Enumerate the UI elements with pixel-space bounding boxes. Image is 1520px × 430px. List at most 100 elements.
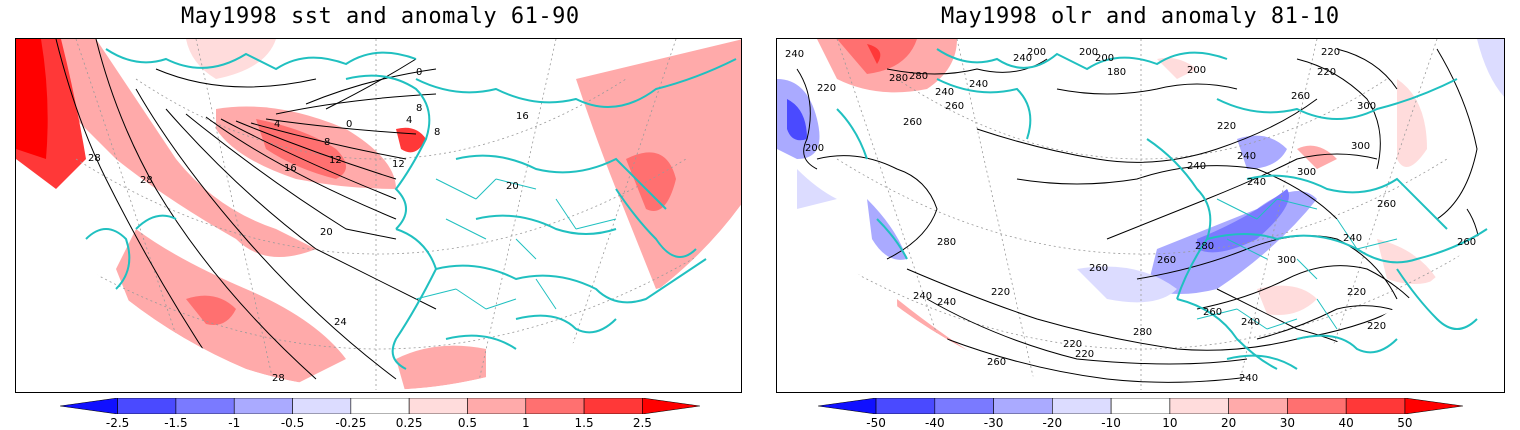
colorbar-tick-label: 1	[521, 416, 530, 430]
colorbar-end-low	[818, 398, 877, 414]
svg-text:220: 220	[817, 83, 836, 94]
svg-text:12: 12	[392, 159, 405, 170]
svg-text:220: 220	[1075, 349, 1094, 360]
colorbar-end-high	[642, 398, 700, 414]
olr-anomaly-map: 240 220 200 200 200 200 180 280 280 240 …	[776, 38, 1505, 393]
colorbar-tick-label: 2.5	[632, 416, 652, 430]
svg-text:260: 260	[903, 117, 922, 128]
svg-text:260: 260	[945, 101, 964, 112]
svg-text:4: 4	[406, 115, 412, 126]
svg-text:220: 220	[1347, 287, 1366, 298]
colorbar-tick-label: 20	[1221, 416, 1237, 430]
svg-text:200: 200	[1027, 47, 1046, 58]
svg-text:240: 240	[1013, 53, 1032, 64]
svg-text:240: 240	[969, 79, 988, 90]
svg-text:28: 28	[140, 175, 153, 186]
colorbar-segment	[1110, 398, 1171, 414]
olr-map-svg: 240 220 200 200 200 200 180 280 280 240 …	[777, 39, 1504, 392]
colorbar-segment	[583, 398, 643, 414]
sst-colorbar	[60, 398, 700, 414]
colorbar-tick-label: 1.5	[574, 416, 594, 430]
svg-text:16: 16	[284, 163, 297, 174]
coastlines	[85, 48, 737, 370]
svg-text:240: 240	[935, 87, 954, 98]
svg-text:240: 240	[1241, 317, 1260, 328]
colorbar-segment	[993, 398, 1053, 414]
sst-map-svg: 0 0 4 4 8 8 8 12 12 16 16 20 20 24 28 28…	[16, 39, 741, 392]
colorbar-segment	[408, 398, 468, 414]
svg-text:220: 220	[1321, 47, 1340, 58]
svg-text:200: 200	[1095, 53, 1114, 64]
coastlines-right	[836, 48, 1488, 370]
svg-text:4: 4	[274, 119, 280, 130]
svg-text:300: 300	[1297, 167, 1316, 178]
svg-text:240: 240	[1343, 233, 1362, 244]
svg-text:300: 300	[1357, 101, 1376, 112]
colorbar-tick-label: -50	[866, 416, 886, 430]
svg-text:16: 16	[516, 111, 529, 122]
svg-text:280: 280	[1195, 241, 1214, 252]
svg-text:240: 240	[1239, 373, 1258, 384]
colorbar-segment	[1287, 398, 1347, 414]
colorbar-tick-label: 0.25	[395, 416, 423, 430]
svg-text:240: 240	[937, 297, 956, 308]
svg-text:220: 220	[991, 287, 1010, 298]
svg-text:200: 200	[805, 143, 824, 154]
svg-text:220: 220	[1217, 121, 1236, 132]
svg-text:200: 200	[1079, 47, 1098, 58]
svg-text:300: 300	[1277, 255, 1296, 266]
svg-text:180: 180	[1107, 67, 1126, 78]
svg-text:220: 220	[1063, 339, 1082, 350]
olr-colorbar	[818, 398, 1463, 414]
svg-text:8: 8	[434, 127, 440, 138]
colorbar-segment	[1345, 398, 1406, 414]
colorbar-segment	[292, 398, 352, 414]
svg-text:240: 240	[1247, 177, 1266, 188]
svg-text:24: 24	[334, 317, 347, 328]
colorbar-tick-label: 10	[1162, 416, 1178, 430]
colorbar-segment	[350, 398, 410, 414]
colorbar-segment	[1228, 398, 1288, 414]
colorbar-end-low	[60, 398, 118, 414]
svg-text:240: 240	[913, 291, 932, 302]
colorbar-segment	[467, 398, 527, 414]
svg-text:280: 280	[889, 73, 908, 84]
colorbar-segment	[233, 398, 293, 414]
left-panel-title: May1998 sst and anomaly 61-90	[181, 4, 580, 29]
svg-text:240: 240	[785, 49, 804, 60]
svg-text:240: 240	[1237, 151, 1256, 162]
colorbar-tick-label: -2.5	[105, 416, 130, 430]
svg-text:28: 28	[88, 153, 101, 164]
svg-text:260: 260	[1157, 255, 1176, 266]
svg-text:20: 20	[320, 227, 333, 238]
colorbar-tick-label: -10	[1101, 416, 1121, 430]
colorbar-tick-label: -20	[1042, 416, 1063, 430]
colorbar-tick-label: -1.5	[164, 416, 188, 430]
svg-text:220: 220	[1367, 321, 1386, 332]
colorbar-tick-label: 50	[1397, 416, 1413, 430]
colorbar-segment	[117, 398, 177, 414]
svg-text:280: 280	[1133, 327, 1152, 338]
svg-text:220: 220	[1317, 67, 1336, 78]
svg-text:8: 8	[416, 103, 422, 114]
colorbar-segment	[175, 398, 235, 414]
colorbar-segment	[1052, 398, 1112, 414]
colorbar-segment	[1169, 398, 1229, 414]
colorbar-tick-label: -1	[228, 416, 241, 430]
svg-text:12: 12	[329, 155, 342, 166]
svg-text:280: 280	[909, 71, 928, 82]
svg-text:8: 8	[324, 137, 330, 148]
svg-text:260: 260	[1203, 307, 1222, 318]
sst-contour-labels: 0 0 4 4 8 8 8 12 12 16 16 20 20 24 28 28…	[88, 67, 529, 384]
colorbar-tick-label: 40	[1338, 416, 1354, 430]
svg-text:200: 200	[1187, 65, 1206, 76]
colorbar-tick-label: -40	[925, 416, 945, 430]
colorbar-segment	[875, 398, 936, 414]
svg-text:260: 260	[1089, 263, 1108, 274]
right-panel-title: May1998 olr and anomaly 81-10	[941, 4, 1340, 29]
svg-text:28: 28	[272, 373, 285, 384]
colorbar-segment	[934, 398, 994, 414]
colorbar-segment	[525, 398, 585, 414]
sst-anomaly-map: 0 0 4 4 8 8 8 12 12 16 16 20 20 24 28 28…	[15, 38, 742, 393]
colorbar-tick-label: -0.25	[335, 416, 367, 430]
